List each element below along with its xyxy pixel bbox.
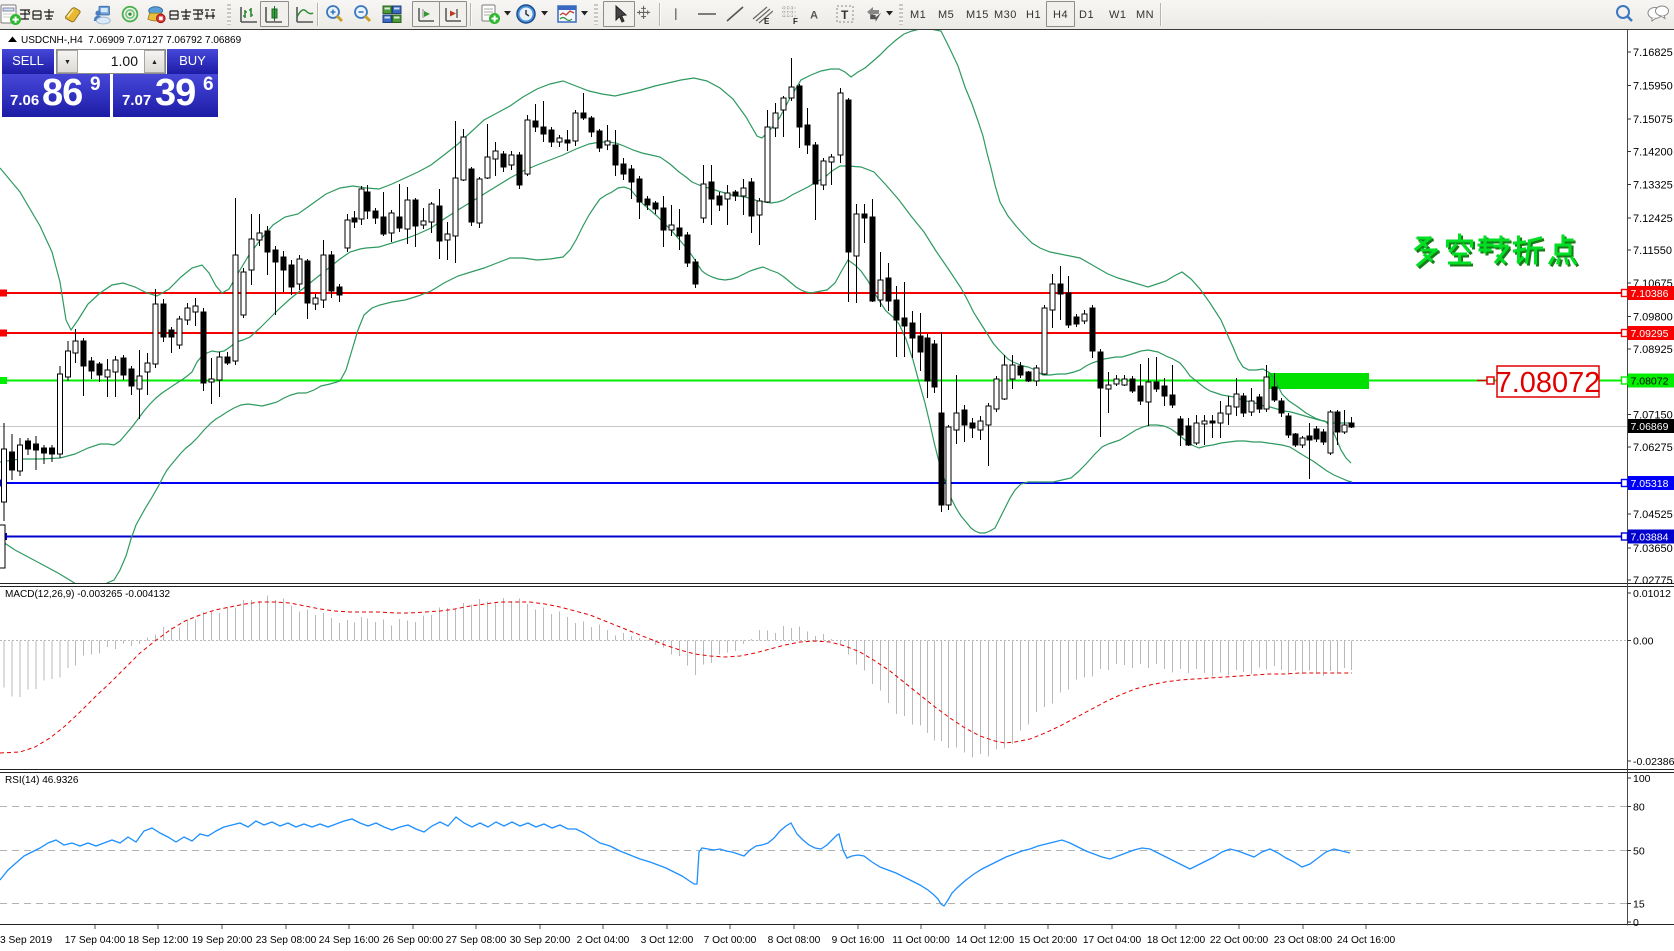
svg-text:USDCNH-,H4 7.06909 7.07127 7.: USDCNH-,H4 7.06909 7.07127 7.06792 7.068… <box>21 35 242 46</box>
svg-text:7.09800: 7.09800 <box>1633 312 1673 324</box>
svg-text:18 Sep 12:00: 18 Sep 12:00 <box>128 935 189 946</box>
svg-text:7.08925: 7.08925 <box>1633 344 1673 356</box>
svg-text:A: A <box>810 10 818 22</box>
svg-text:30 Sep 20:00: 30 Sep 20:00 <box>510 935 571 946</box>
svg-text:2 Oct 04:00: 2 Oct 04:00 <box>577 935 630 946</box>
svg-text:7.11550: 7.11550 <box>1633 245 1672 257</box>
svg-text:7.12425: 7.12425 <box>1633 213 1673 225</box>
svg-text:50: 50 <box>1633 846 1645 858</box>
svg-text:19 Sep 20:00: 19 Sep 20:00 <box>192 935 253 946</box>
svg-text:7.04525: 7.04525 <box>1633 509 1673 521</box>
svg-text:7.03650: 7.03650 <box>1633 543 1673 555</box>
svg-text:7.13325: 7.13325 <box>1633 180 1673 192</box>
svg-text:22 Oct 00:00: 22 Oct 00:00 <box>1210 935 1269 946</box>
svg-text:-0.023866: -0.023866 <box>1633 756 1674 768</box>
svg-text:7 Oct 00:00: 7 Oct 00:00 <box>704 935 757 946</box>
svg-text:3 Sep 2019: 3 Sep 2019 <box>0 935 52 946</box>
svg-text:7.03884: 7.03884 <box>1631 532 1669 544</box>
svg-text:7.07150: 7.07150 <box>1633 410 1673 422</box>
svg-text:RSI(14) 46.9326: RSI(14) 46.9326 <box>5 775 79 786</box>
svg-text:8 Oct 08:00: 8 Oct 08:00 <box>768 935 821 946</box>
svg-text:7.02775: 7.02775 <box>1633 575 1673 587</box>
svg-text:80: 80 <box>1633 802 1645 814</box>
svg-text:7.08072: 7.08072 <box>1631 376 1669 388</box>
svg-text:9 Oct 16:00: 9 Oct 16:00 <box>832 935 885 946</box>
svg-text:18 Oct 12:00: 18 Oct 12:00 <box>1147 935 1206 946</box>
svg-text:7.14200: 7.14200 <box>1633 147 1673 159</box>
svg-text:0.00: 0.00 <box>1633 636 1654 648</box>
svg-text:23 Oct 08:00: 23 Oct 08:00 <box>1274 935 1333 946</box>
svg-text:11 Oct 00:00: 11 Oct 00:00 <box>892 935 950 946</box>
svg-text:7.06869: 7.06869 <box>1631 421 1669 433</box>
svg-text:7.05318: 7.05318 <box>1631 478 1669 490</box>
svg-text:MACD(12,26,9) -0.003265 -0.004: MACD(12,26,9) -0.003265 -0.004132 <box>5 589 171 600</box>
svg-text:17 Oct 04:00: 17 Oct 04:00 <box>1083 935 1142 946</box>
svg-text:7.09295: 7.09295 <box>1631 328 1669 340</box>
svg-text:0: 0 <box>1633 917 1639 929</box>
svg-text:T: T <box>841 8 849 22</box>
svg-text:7.15075: 7.15075 <box>1633 114 1673 126</box>
svg-text:0.01012: 0.01012 <box>1633 588 1671 600</box>
svg-text:15: 15 <box>1633 899 1645 911</box>
svg-text:27 Sep 08:00: 27 Sep 08:00 <box>446 935 507 946</box>
svg-text:7.16825: 7.16825 <box>1633 47 1673 59</box>
svg-text:14 Oct 12:00: 14 Oct 12:00 <box>956 935 1015 946</box>
svg-text:17 Sep 04:00: 17 Sep 04:00 <box>65 935 126 946</box>
svg-text:100: 100 <box>1633 773 1651 785</box>
svg-text:7.15950: 7.15950 <box>1633 81 1673 93</box>
svg-text:24 Oct 16:00: 24 Oct 16:00 <box>1337 935 1396 946</box>
svg-text:23 Sep 08:00: 23 Sep 08:00 <box>256 935 317 946</box>
svg-text:E: E <box>764 17 770 26</box>
svg-text:7.06275: 7.06275 <box>1633 442 1673 454</box>
svg-text:3 Oct 12:00: 3 Oct 12:00 <box>641 935 694 946</box>
svg-text:24 Sep 16:00: 24 Sep 16:00 <box>319 935 380 946</box>
svg-text:26 Sep 00:00: 26 Sep 00:00 <box>383 935 444 946</box>
svg-text:15 Oct 20:00: 15 Oct 20:00 <box>1019 935 1078 946</box>
svg-text:7.08072: 7.08072 <box>1496 367 1601 399</box>
svg-text:F: F <box>793 17 798 26</box>
svg-text:7.10386: 7.10386 <box>1631 288 1669 300</box>
